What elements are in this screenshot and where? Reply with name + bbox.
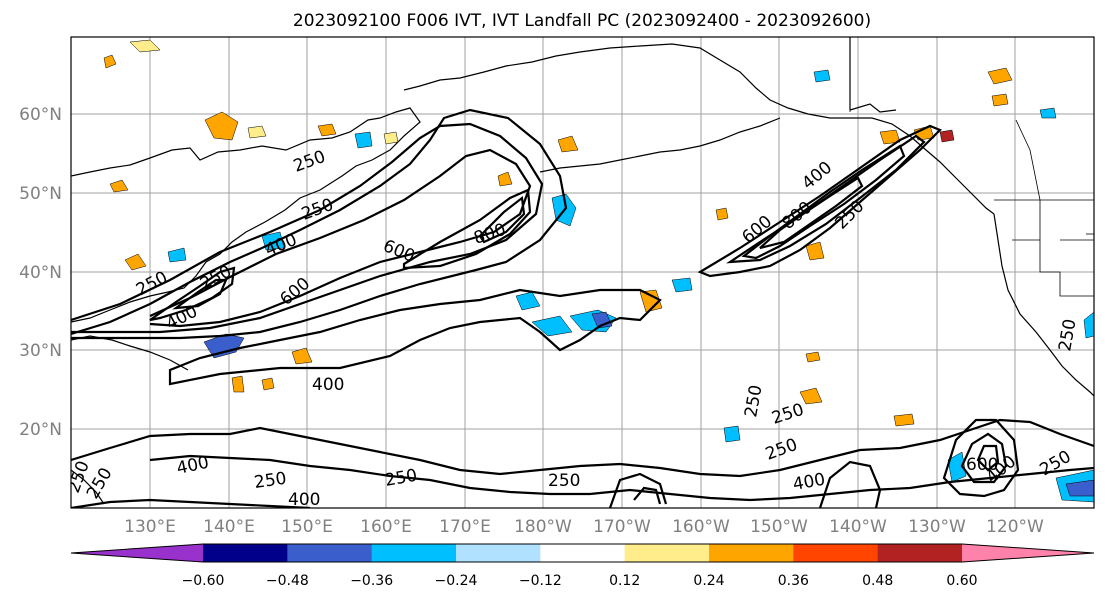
colorbar-tick-label: −0.36 bbox=[350, 573, 393, 589]
colorbar-segment bbox=[793, 544, 879, 562]
colorbar-segment bbox=[71, 544, 203, 562]
lon-label: 180°W bbox=[514, 517, 572, 537]
contour-label: 250 bbox=[253, 469, 288, 493]
map-frame bbox=[70, 36, 1095, 509]
lat-label: 60°N bbox=[19, 105, 62, 125]
lon-label: 170°W bbox=[593, 517, 651, 537]
lon-label: 140°W bbox=[829, 517, 887, 537]
colorbar-segment bbox=[540, 544, 626, 562]
contour-label: 400 bbox=[312, 375, 344, 395]
lon-label: 150°E bbox=[281, 517, 333, 537]
lon-label: 140°E bbox=[203, 517, 255, 537]
colorbar-tick-labels: −0.60 −0.48 −0.36 −0.24 −0.12 0.12 0.24 … bbox=[182, 573, 978, 589]
colorbar-tick-label: 0.36 bbox=[778, 573, 809, 589]
colorbar-segment bbox=[203, 544, 288, 562]
colorbar-segment bbox=[371, 544, 457, 562]
colorbar-tick-label: −0.60 bbox=[182, 573, 225, 589]
colorbar-outline bbox=[70, 543, 1095, 563]
political-borders bbox=[849, 37, 1094, 297]
colorbar-segment bbox=[624, 544, 710, 562]
lat-label: 20°N bbox=[19, 420, 62, 440]
lon-label: 150°W bbox=[750, 517, 808, 537]
colorbar bbox=[70, 543, 1095, 563]
lon-label: 160°E bbox=[360, 517, 412, 537]
lat-label: 40°N bbox=[19, 263, 62, 283]
contour-label: 250 bbox=[548, 471, 580, 491]
contour-label: 600 bbox=[966, 455, 998, 475]
map-title: 2023092100 F006 IVT, IVT Landfall PC (20… bbox=[293, 11, 871, 31]
colorbar-tick-label: −0.24 bbox=[435, 573, 478, 589]
colorbar-tick-label: −0.48 bbox=[266, 573, 309, 589]
lon-label: 130°E bbox=[124, 517, 176, 537]
lat-label: 50°N bbox=[19, 184, 62, 204]
lon-label: 120°W bbox=[986, 517, 1044, 537]
lon-label: 170°E bbox=[439, 517, 491, 537]
colorbar-tick-label: 0.24 bbox=[693, 573, 724, 589]
colorbar-tick-label: 0.60 bbox=[946, 573, 977, 589]
colorbar-segment bbox=[877, 544, 963, 562]
lat-label: 30°N bbox=[19, 341, 62, 361]
colorbar-segment bbox=[456, 544, 541, 562]
contour-label: 400 bbox=[288, 490, 320, 510]
longitude-labels: 130°E 140°E 150°E 160°E 170°E 180°W 170°… bbox=[124, 517, 1044, 537]
lon-label: 160°W bbox=[672, 517, 730, 537]
colorbar-segment bbox=[962, 544, 1094, 562]
latitude-labels: 60°N 50°N 40°N 30°N 20°N bbox=[19, 105, 62, 440]
colorbar-tick-label: 0.48 bbox=[862, 573, 893, 589]
colorbar-tick-label: −0.12 bbox=[519, 573, 562, 589]
lon-label: 130°W bbox=[908, 517, 966, 537]
colorbar-segment bbox=[287, 544, 373, 562]
colorbar-tick-label: 0.12 bbox=[609, 573, 640, 589]
ivt-contours bbox=[71, 108, 1094, 508]
colorbar-segment bbox=[709, 544, 794, 562]
